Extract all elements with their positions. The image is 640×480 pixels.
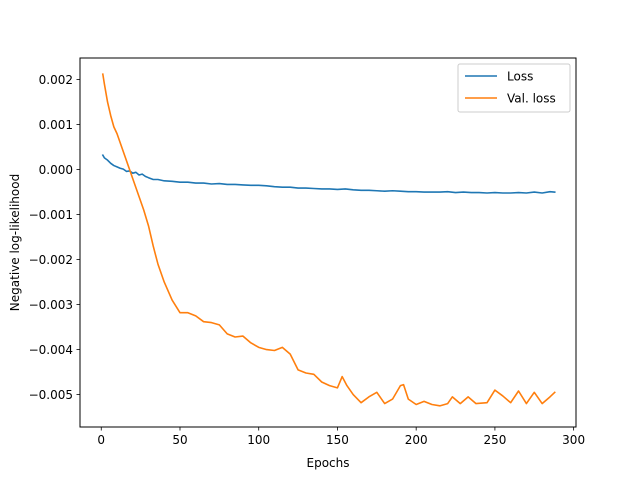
axes-frame (79, 57, 577, 428)
y-tick-label: −0.002 (29, 253, 73, 267)
series-line-1 (101, 73, 556, 407)
x-axis: 0 50 100 150 200 250 300 (97, 427, 585, 447)
x-tick-label: 0 (97, 433, 105, 447)
y-tick-label: −0.003 (29, 298, 73, 312)
x-tick-label: 150 (326, 433, 349, 447)
x-tick-label: 250 (483, 433, 506, 447)
y-axis-label: Negative log-likelihood (8, 174, 22, 311)
y-tick-label: 0.002 (39, 73, 73, 87)
x-axis-label: Epochs (307, 456, 350, 470)
y-tick-label: −0.005 (29, 388, 73, 402)
plot-area (101, 73, 556, 407)
x-tick-label: 300 (562, 433, 585, 447)
y-tick-label: −0.001 (29, 208, 73, 222)
y-tick-label: −0.004 (29, 343, 73, 357)
legend-label-loss: Loss (507, 70, 533, 84)
y-tick-label: 0.001 (39, 118, 73, 132)
x-tick-label: 200 (405, 433, 428, 447)
x-tick-label: 100 (247, 433, 270, 447)
series-line-0 (101, 154, 556, 194)
legend: Loss Val. loss (457, 63, 571, 113)
y-axis: 0.002 0.001 0.000 −0.001 −0.002 −0.003 −0.004 −… (29, 73, 80, 402)
y-tick-label: 0.000 (39, 163, 73, 177)
legend-label-val-loss: Val. loss (507, 92, 556, 106)
x-tick-label: 50 (172, 433, 187, 447)
